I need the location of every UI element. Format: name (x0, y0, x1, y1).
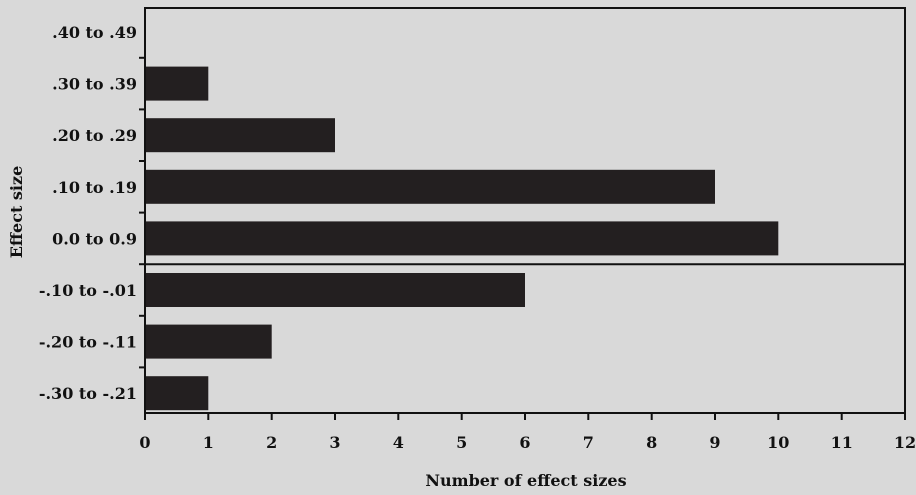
x-tick-label: 3 (329, 433, 340, 452)
x-tick-label: 4 (393, 433, 404, 452)
bar (145, 169, 715, 204)
x-tick-label: 7 (583, 433, 594, 452)
x-tick-label: 12 (894, 433, 916, 452)
y-tick-label: -.20 to -.11 (39, 333, 137, 352)
bar (145, 221, 779, 256)
y-tick-label: -.30 to -.21 (39, 384, 137, 403)
y-tick-label: .20 to .29 (52, 126, 137, 145)
y-tick-label: .30 to .39 (52, 75, 137, 94)
y-tick-label: .40 to .49 (52, 23, 137, 42)
bar (145, 118, 335, 153)
bars-group (145, 66, 779, 411)
bar (145, 376, 209, 411)
x-tick-label: 8 (646, 433, 657, 452)
y-tick-label: .10 to .19 (52, 178, 137, 197)
x-tick-label: 9 (709, 433, 720, 452)
x-axis-title: Number of effect sizes (425, 471, 626, 490)
y-tick-label: -.10 to -.01 (39, 281, 137, 300)
y-axis-title: Effect size (7, 166, 26, 259)
bar (145, 66, 209, 101)
x-tick-label: 5 (456, 433, 467, 452)
x-tick-label: 1 (203, 433, 214, 452)
labels-group: Number of effect sizes Effect size (7, 166, 627, 490)
x-tick-label: 6 (519, 433, 530, 452)
axes-group: .40 to .49 .30 to .39 .20 to .29 .10 to .19… (39, 7, 916, 452)
x-tick-label: 2 (266, 433, 277, 452)
x-tick-label: 11 (831, 433, 853, 452)
x-tick-label: 10 (767, 433, 789, 452)
y-tick-label: 0.0 to 0.9 (52, 229, 137, 248)
bar (145, 324, 272, 359)
bar (145, 273, 525, 307)
x-tick-label: 0 (139, 433, 150, 452)
